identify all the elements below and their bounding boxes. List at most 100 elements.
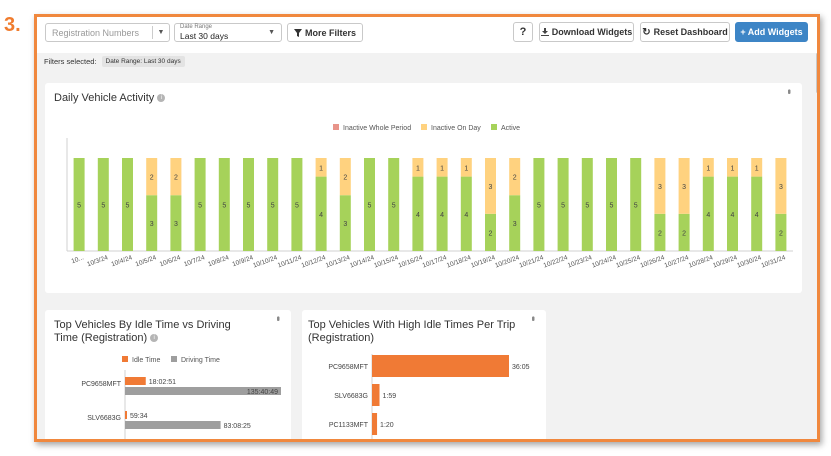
bar-value-label: 5 [585, 203, 589, 210]
bar-value-label: 3 [682, 184, 686, 191]
bar-value-label: 2 [489, 230, 493, 237]
bar-inactive-on-day [146, 158, 158, 196]
bar-value-label: 5 [247, 203, 251, 210]
bar-active [412, 176, 424, 251]
widget-menu-icon[interactable]: ••• [528, 316, 538, 320]
x-tick-label: 10/22/24 [543, 254, 570, 269]
widget-menu-icon[interactable]: ••• [273, 316, 283, 320]
select-divider [152, 26, 153, 39]
registration-select[interactable]: Registration Numbers ▼ [45, 23, 170, 42]
bar-value-label: 1 [464, 165, 468, 172]
legend-label: Idle Time [132, 357, 161, 364]
widget-title-text: Daily Vehicle Activity [54, 92, 155, 104]
widget-menu-icon[interactable]: ••• [784, 89, 794, 93]
more-filters-label: More Filters [304, 27, 356, 38]
bar-active [678, 213, 690, 251]
bar-inactive-on-day [727, 158, 738, 177]
bar-inactive-on-day [412, 158, 424, 177]
bar-value-label: 5 [198, 203, 202, 210]
bar-active [267, 158, 279, 251]
bar-value-label: 1 [706, 165, 710, 172]
date-range-filter-chip[interactable]: Date Range: Last 30 days [101, 55, 185, 67]
bar-active [364, 158, 375, 251]
bar-value-label: 5 [368, 203, 372, 210]
help-button[interactable]: ? [513, 22, 533, 42]
bar-value-label: 3 [489, 184, 493, 191]
bar-inactive-on-day [460, 158, 472, 177]
idle-vs-driving-widget: Top Vehicles By Idle Time vs Driving Tim… [45, 310, 291, 439]
bar-value-label: 5 [610, 203, 614, 210]
idle-per-trip-chart: PC9658MFT 36:05 SLV6683G 1:59 PC1133MFT 1:20 [328, 354, 530, 439]
bar-active [97, 158, 109, 251]
bar-value-label: 5 [295, 203, 299, 210]
bar-value-label: 4 [731, 212, 735, 219]
bar-value-label: 3 [779, 184, 783, 191]
filters-selected-label: Filters selected: [44, 56, 97, 66]
more-filters-button[interactable]: More Filters [287, 23, 363, 42]
bar-active [194, 158, 206, 251]
chevron-down-icon: ▼ [268, 29, 275, 36]
legend-swatch [491, 124, 497, 130]
bar-value-label: 1 [319, 165, 323, 172]
widget-title: Daily Vehicle Activity i [54, 92, 166, 104]
bar-value-label: 83:08:25 [224, 423, 251, 430]
bar-value-label: 1 [731, 165, 735, 172]
bar-value-label: 4 [319, 212, 323, 219]
bar-value-label: 5 [77, 203, 81, 210]
widget-title: Top Vehicles By Idle Time vs Driving Tim… [54, 319, 254, 345]
x-tick-label: 10/23/24 [567, 254, 594, 269]
bar-active [630, 158, 642, 251]
bar-value-label: 4 [440, 212, 444, 219]
date-range-select[interactable]: Date Range Last 30 days ▼ [174, 23, 282, 42]
legend-swatch [171, 356, 177, 362]
download-widgets-button[interactable]: Download Widgets [539, 22, 634, 42]
bar-active [73, 158, 85, 251]
download-icon [540, 28, 549, 36]
bar-driving-time [125, 387, 281, 395]
chevron-down-icon[interactable]: ▼ [157, 29, 165, 36]
bar-inactive-on-day [775, 158, 787, 214]
bar-value-label: 5 [271, 203, 275, 210]
y-tick-label: PC1133MFT [329, 422, 369, 429]
bar-active [218, 158, 230, 251]
bar-inactive-on-day [654, 158, 666, 214]
widget-title: Top Vehicles With High Idle Times Per Tr… [308, 319, 523, 345]
info-icon[interactable]: i [157, 94, 166, 103]
bar-value-label: 3 [513, 221, 517, 228]
registration-placeholder: Registration Numbers [52, 27, 140, 38]
daily-vehicle-activity-widget: Daily Vehicle Activity i ••• Inactive Who… [45, 83, 802, 293]
bar-value-label: 4 [706, 212, 710, 219]
x-tick-label: 10/30/24 [736, 254, 763, 269]
widget-title-text: Top Vehicles With High Idle Times Per Tr… [308, 319, 516, 344]
bar-value-label: 1 [440, 165, 444, 172]
bar-value-label: 5 [634, 203, 638, 210]
bar-active [606, 158, 617, 251]
bar-active [243, 158, 254, 251]
x-tick-label: 10/16/24 [397, 254, 424, 269]
scrollbar-thumb[interactable] [816, 53, 817, 93]
bar-active [485, 213, 496, 251]
add-widgets-button[interactable]: + Add Widgets [735, 22, 808, 42]
bar-active [751, 176, 763, 251]
x-tick-label: 10/28/24 [688, 254, 715, 269]
bar-value-label: 3 [343, 221, 347, 228]
daily-activity-chart: Inactive Whole Period Inactive On Day Acti… [66, 124, 793, 270]
x-tick-label: 10/20/24 [494, 254, 521, 269]
bar-inactive-on-day [436, 158, 448, 177]
bar-value-label: 2 [174, 175, 178, 182]
bar-value-label: 5 [537, 203, 541, 210]
bar-inactive-on-day [315, 158, 327, 177]
y-tick-label: PC9658MFT [81, 381, 121, 388]
x-tick-label: 10/26/24 [639, 254, 666, 269]
bar-idle-per-trip [372, 384, 380, 406]
info-icon[interactable]: i [150, 334, 159, 343]
widget-title-text: Top Vehicles By Idle Time vs Driving Tim… [54, 319, 231, 344]
x-tick-label: 10/18/24 [446, 254, 473, 269]
x-tick-label: 10/8/24 [207, 254, 230, 268]
idle-vs-driving-chart: Idle Time Driving Time PC9658MFT 18:02:51 13… [81, 356, 281, 439]
x-tick-label: 10/4/24 [110, 254, 133, 268]
x-tick-label: 10/31/24 [760, 254, 787, 269]
bar-inactive-on-day [751, 158, 763, 177]
bar-value-label: 5 [392, 203, 396, 210]
reset-dashboard-button[interactable]: ↻ Reset Dashboard [640, 22, 730, 42]
